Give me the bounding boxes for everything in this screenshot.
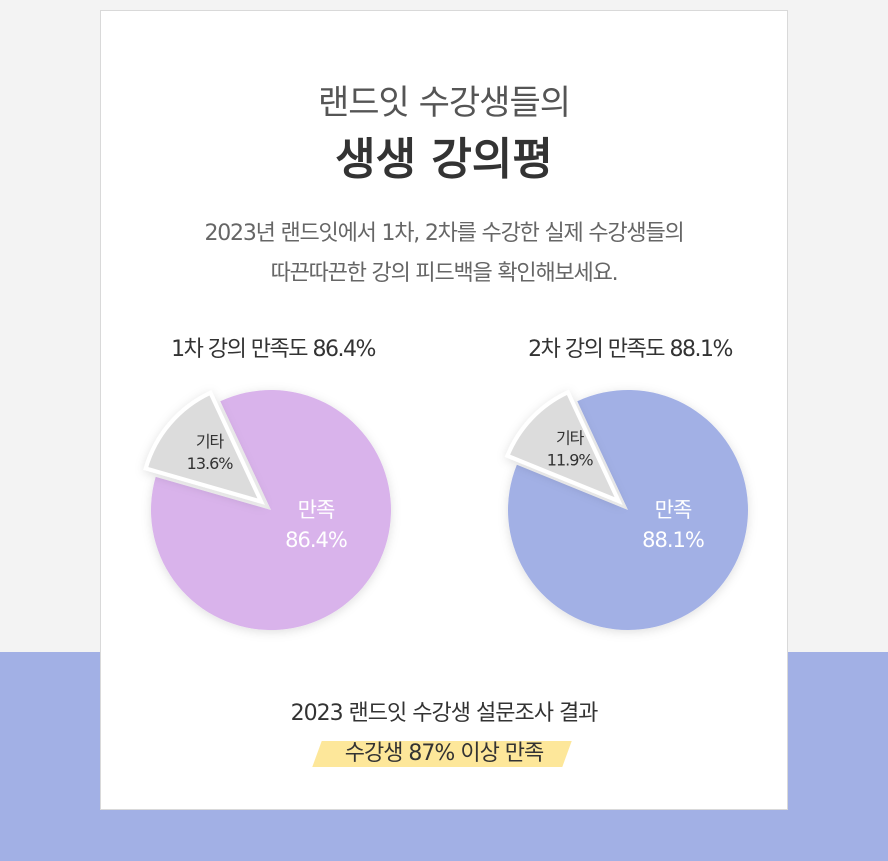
description-line1: 2023년 랜드잇에서 1차, 2차를 수강한 실제 수강생들의 xyxy=(204,221,684,246)
summary-line1: 2023 랜드잇 수강생 설문조사 결과 xyxy=(290,701,599,726)
pie-chart-1: 만족 86.4% 기타 13.6% xyxy=(143,390,391,630)
pie-slice-other xyxy=(143,390,265,505)
pie-value-other: 11.9% xyxy=(547,451,594,470)
heading-line2: 생생 강의평 xyxy=(335,134,553,185)
pie-label-satisfied: 만족 xyxy=(298,498,335,522)
pie-slice-satisfied xyxy=(151,390,391,630)
pie2-title: 2차 강의 만족도 88.1% xyxy=(528,337,733,362)
pie-slice-satisfied xyxy=(508,390,748,630)
pie-slice-other xyxy=(504,389,623,505)
pie-label-other: 기타 xyxy=(196,432,225,451)
pie-value-other: 13.6% xyxy=(187,454,234,473)
pie1-title: 1차 강의 만족도 86.4% xyxy=(171,337,376,362)
pie-label-satisfied: 만족 xyxy=(655,498,692,522)
pie-value-satisfied: 86.4% xyxy=(285,528,347,552)
heading-line1: 랜드잇 수강생들의 xyxy=(317,83,571,123)
review-card: 랜드잇 수강생들의 생생 강의평 2023년 랜드잇에서 1차, 2차를 수강한… xyxy=(100,10,788,810)
pie-label-other: 기타 xyxy=(556,429,585,448)
pie-chart-2: 만족 88.1% 기타 11.9% xyxy=(504,389,748,630)
pie-value-satisfied: 88.1% xyxy=(642,528,704,552)
summary-line2: 수강생 87% 이상 만족 xyxy=(344,741,545,766)
description-line2: 따끈따끈한 강의 피드백을 확인해보세요. xyxy=(270,261,619,286)
